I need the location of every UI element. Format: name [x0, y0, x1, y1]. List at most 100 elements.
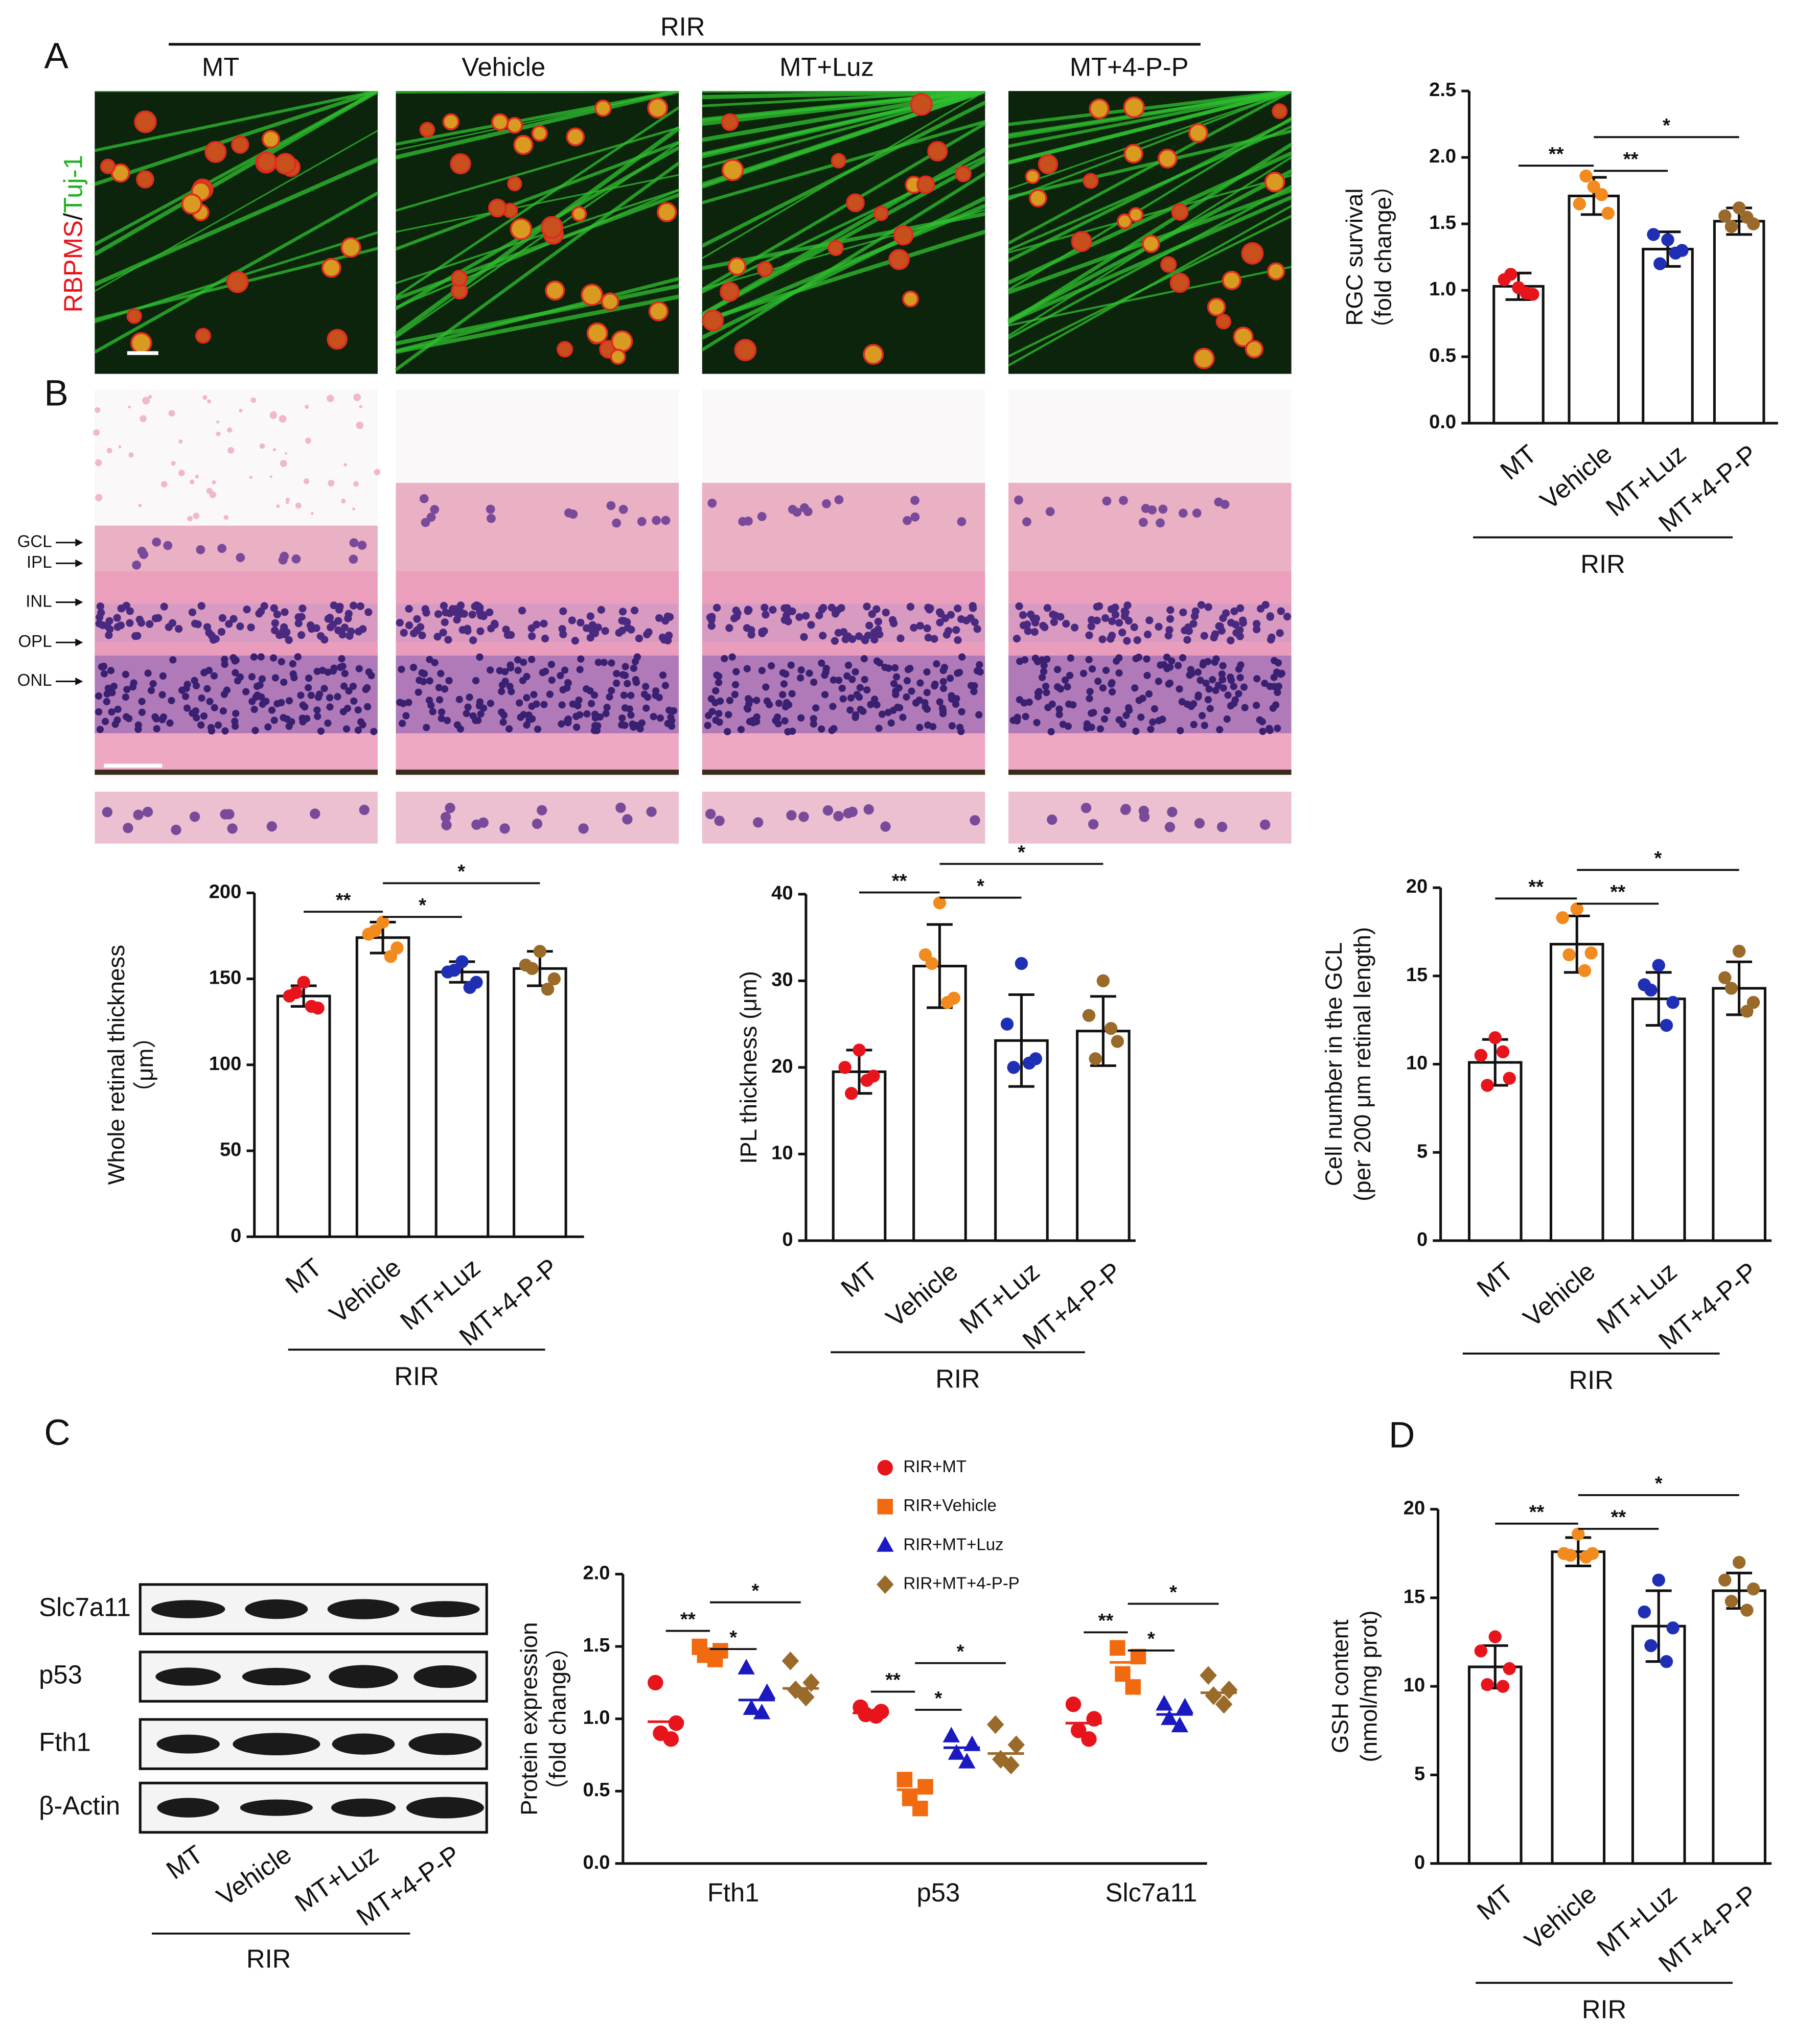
- photoreceptor-band: [702, 733, 985, 770]
- ganglion-cell: [506, 117, 523, 134]
- significance-label: *: [957, 1641, 964, 1662]
- ganglion-cell: [327, 329, 348, 350]
- ganglion-cell: [1123, 144, 1143, 164]
- onl-nucleus: [839, 695, 847, 703]
- onl-nucleus: [1159, 715, 1166, 723]
- onl-nucleus: [303, 715, 311, 723]
- onl-nucleus: [829, 703, 837, 710]
- ganglion-cell: [100, 158, 116, 174]
- inl-nucleus: [507, 631, 515, 639]
- data-point: [1724, 982, 1738, 995]
- onl-nucleus: [257, 653, 265, 661]
- data-point: [1601, 206, 1615, 220]
- nerve-fiber-layer: [702, 482, 985, 571]
- onl-nucleus: [426, 656, 433, 663]
- ganglion-cell: [648, 301, 669, 321]
- onl-nucleus: [1230, 683, 1237, 690]
- legend-label: RIR+MT: [903, 1457, 967, 1476]
- onl-nucleus: [630, 664, 638, 672]
- onl-nucleus: [1079, 669, 1088, 677]
- onl-nucleus: [280, 678, 288, 686]
- onl-nucleus: [705, 712, 712, 719]
- data-point: [1520, 286, 1533, 299]
- inl-nucleus: [1041, 623, 1049, 632]
- ganglion-cell: [1215, 314, 1232, 330]
- inl-nucleus: [665, 632, 673, 640]
- onl-nucleus: [178, 686, 186, 694]
- inl-nucleus: [744, 606, 752, 614]
- data-point: [289, 986, 303, 1000]
- strip-nucleus: [714, 816, 725, 826]
- inl-nucleus: [1236, 632, 1244, 640]
- ganglion-cell: [195, 328, 211, 344]
- data-point: [1573, 197, 1586, 211]
- onl-nucleus: [1016, 658, 1024, 665]
- data-point: [743, 1699, 761, 1715]
- inl-nucleus: [400, 629, 408, 637]
- onl-nucleus: [667, 713, 675, 721]
- onl-nucleus: [613, 670, 620, 678]
- data-point: [547, 972, 561, 986]
- data-point: [448, 964, 461, 977]
- strip-nucleus: [843, 808, 854, 819]
- vitreous-debris: [328, 479, 335, 487]
- onl-nucleus: [498, 688, 505, 695]
- onl-nucleus: [1069, 701, 1077, 709]
- inl-nucleus: [1098, 635, 1107, 643]
- vitreous-debris: [140, 415, 147, 423]
- data-point: [1746, 1582, 1760, 1596]
- y-tick-label: 1.0: [1429, 278, 1456, 300]
- axon-fiber: [1007, 195, 1293, 324]
- y-axis-label: GSH content: [1327, 1619, 1353, 1753]
- ipl-band: [702, 571, 985, 604]
- onl-nucleus: [423, 724, 430, 731]
- gcl-nucleus: [152, 537, 162, 547]
- ganglion-cell: [181, 193, 202, 215]
- inl-nucleus: [335, 606, 343, 614]
- inl-nucleus: [725, 624, 733, 632]
- ganglion-cell: [321, 258, 341, 278]
- inl-nucleus: [1211, 630, 1220, 638]
- onl-nucleus: [1038, 673, 1046, 681]
- y-tick-label: 2.5: [1429, 79, 1456, 101]
- strip-nucleus: [1216, 821, 1228, 832]
- inl-nucleus: [707, 622, 716, 630]
- onl-nucleus: [848, 676, 856, 683]
- ganglion-cell: [888, 249, 910, 270]
- onl-nucleus: [1216, 726, 1224, 734]
- significance-label: *: [1655, 1473, 1663, 1495]
- onl-nucleus: [970, 688, 978, 695]
- gcl-nucleus: [419, 494, 429, 503]
- axon-fiber: [1008, 90, 1292, 201]
- gcl-nucleus: [834, 495, 844, 504]
- onl-nucleus: [661, 682, 669, 689]
- onl-nucleus: [399, 700, 407, 707]
- vitreous-debris: [272, 448, 277, 452]
- onl-nucleus: [101, 717, 109, 726]
- inl-nucleus: [476, 627, 485, 635]
- axon-fiber: [701, 101, 986, 248]
- inl-nucleus: [1230, 607, 1238, 615]
- vitreous-debris: [327, 394, 334, 402]
- vitreous-debris: [212, 480, 216, 484]
- y-tick-label: 0: [1414, 1852, 1425, 1873]
- ganglion-cell: [531, 125, 548, 142]
- inl-nucleus: [801, 612, 810, 620]
- onl-nucleus: [305, 684, 312, 691]
- inl-nucleus: [586, 634, 594, 642]
- onl-nucleus: [1108, 680, 1115, 688]
- data-point: [541, 983, 555, 996]
- onl-nucleus: [1219, 662, 1227, 670]
- inl-nucleus: [225, 620, 233, 628]
- blot-row-label: Fth1: [39, 1728, 91, 1757]
- inl-nucleus: [1236, 626, 1244, 634]
- onl-nucleus: [324, 719, 332, 727]
- onl-nucleus: [307, 691, 315, 699]
- data-point: [668, 1715, 684, 1731]
- onl-nucleus: [746, 696, 754, 705]
- strip-nucleus: [224, 809, 235, 820]
- onl-nucleus: [785, 701, 793, 709]
- onl-nucleus: [236, 673, 244, 681]
- onl-nucleus: [575, 696, 583, 704]
- y-axis-label: Protein expression: [516, 1622, 542, 1815]
